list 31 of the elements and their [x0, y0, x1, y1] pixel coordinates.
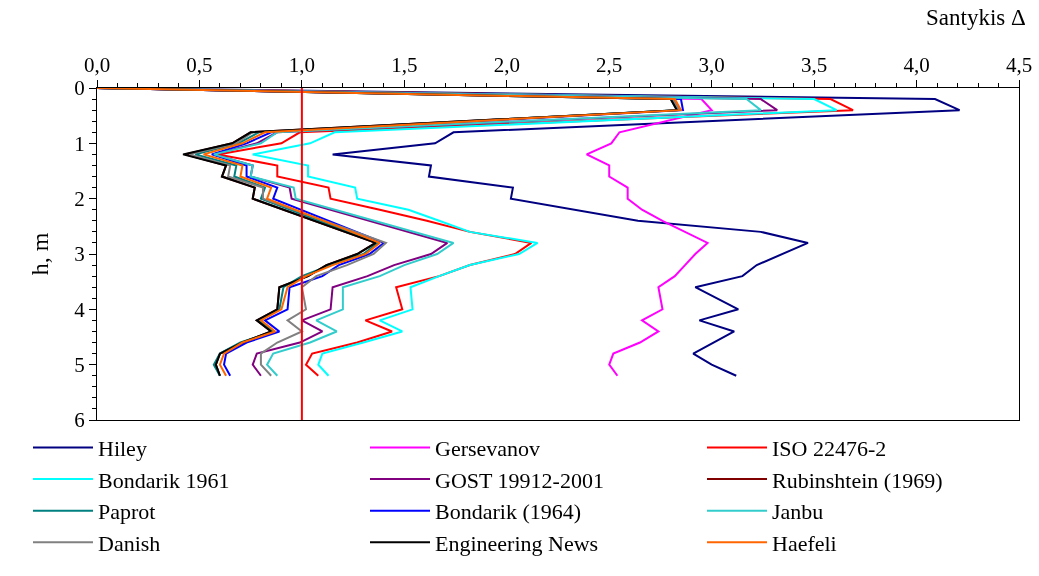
x-tick-label: 4,5 [1005, 52, 1033, 77]
x-axis-title: Santykis Δ [926, 5, 1026, 30]
x-tick-label: 4,0 [903, 52, 930, 77]
x-tick-label: 1,0 [288, 52, 316, 77]
legend-label: Bondarik (1964) [435, 499, 582, 525]
legend-label: Haefeli [772, 530, 837, 556]
legend-label: Rubinshtein (1969) [772, 467, 943, 493]
legend-label: Paprot [98, 499, 156, 525]
legend-label: GOST 19912-2001 [435, 467, 604, 493]
x-tick-label: 3,0 [698, 52, 725, 77]
x-tick-label: 0,0 [83, 52, 111, 77]
y-tick-label: 6 [74, 408, 85, 433]
legend-label: Gersevanov [435, 436, 541, 462]
legend-label: Engineering News [435, 530, 599, 556]
legend-label: Danish [98, 530, 161, 556]
legend-label: Janbu [772, 499, 824, 525]
x-tick-label: 1,5 [391, 52, 418, 77]
y-axis-title: h, m [27, 232, 54, 276]
legend-label: Hiley [98, 436, 147, 462]
y-tick-label: 4 [74, 297, 86, 322]
x-tick-label: 2,0 [493, 52, 520, 77]
y-tick-label: 2 [74, 187, 85, 212]
legend-label: Bondarik 1961 [98, 467, 230, 493]
y-tick-label: 1 [74, 131, 85, 156]
y-tick-label: 0 [74, 76, 85, 101]
y-tick-label: 5 [74, 353, 85, 378]
x-tick-label: 2,5 [596, 52, 623, 77]
y-tick-label: 3 [74, 242, 85, 267]
legend-label: ISO 22476-2 [772, 436, 887, 462]
x-tick-label: 0,5 [186, 52, 213, 77]
x-tick-label: 3,5 [800, 52, 828, 77]
